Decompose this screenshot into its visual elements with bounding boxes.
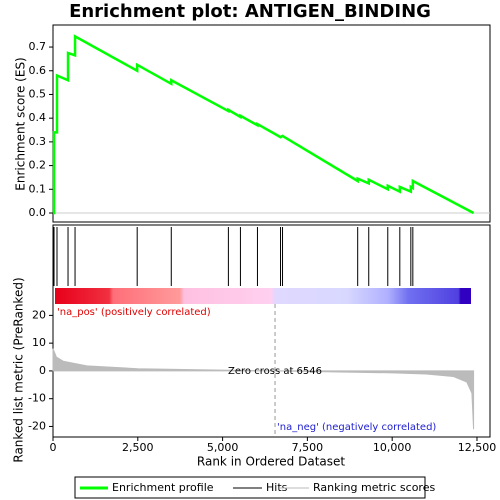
rank-color-bar	[55, 288, 471, 304]
y-tick-label: 0.6	[29, 64, 47, 77]
pos-label: 'na_pos' (positively correlated)	[57, 307, 211, 318]
legend-metric: Ranking metric scores	[313, 481, 435, 494]
zero-cross-label: Zero cross at 6546	[228, 366, 322, 377]
lower-frame	[52, 224, 491, 438]
es-curve	[52, 34, 475, 215]
metric-y-label: Ranked list metric (PreRanked)	[12, 277, 26, 462]
y-tick-label: 0.5	[29, 87, 47, 100]
es-frame	[52, 24, 491, 223]
y-tick-label: 20	[32, 308, 46, 321]
neg-label: 'na_neg' (negatively correlated)	[277, 422, 436, 433]
y-tick-label: -20	[28, 419, 46, 432]
y-tick-label: 0.4	[29, 111, 47, 124]
legend-hits: Hits	[266, 481, 288, 494]
y-tick-label: 0.1	[29, 182, 47, 195]
x-tick-label: 10,000	[373, 441, 412, 454]
y-tick-label: 10	[32, 336, 46, 349]
metric-area	[52, 348, 475, 430]
y-tick-label: 0.0	[29, 206, 47, 219]
y-tick-label: -10	[28, 392, 46, 405]
x-tick-label: 5,000	[207, 441, 239, 454]
y-tick-label: 0.7	[29, 40, 47, 53]
x-tick-label: 2,500	[122, 441, 154, 454]
y-tick-label: 0	[39, 364, 46, 377]
x-label: Rank in Ordered Dataset	[197, 455, 345, 469]
x-tick-label: 0	[50, 441, 57, 454]
es-y-label: Enrichment score (ES)	[14, 57, 28, 190]
chart-title: Enrichment plot: ANTIGEN_BINDING	[69, 1, 431, 22]
y-tick-label: 0.2	[29, 159, 47, 172]
x-tick-label: 7,500	[292, 441, 324, 454]
y-tick-label: 0.3	[29, 135, 47, 148]
legend-es: Enrichment profile	[112, 481, 214, 494]
x-tick-label: 12,500	[458, 441, 497, 454]
